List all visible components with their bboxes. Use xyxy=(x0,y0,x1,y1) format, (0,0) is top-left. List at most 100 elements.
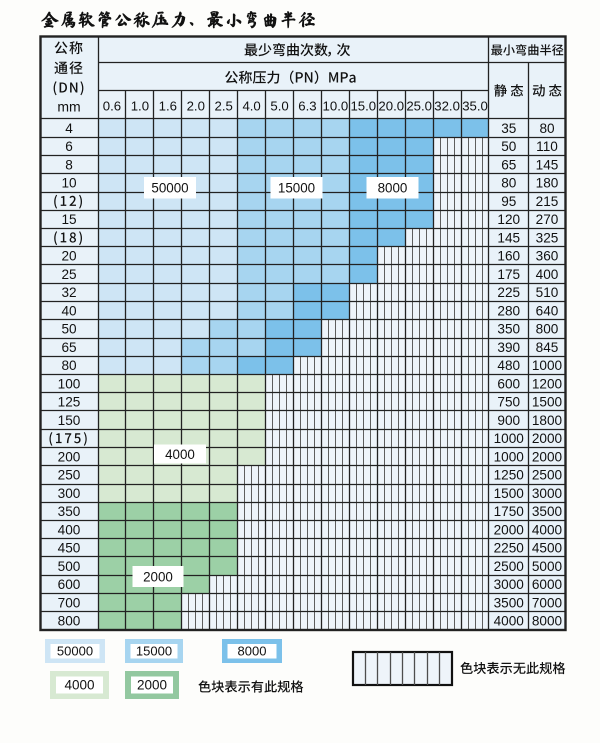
svg-text:8: 8 xyxy=(65,157,73,172)
svg-text:95: 95 xyxy=(501,194,516,209)
svg-text:50: 50 xyxy=(61,322,77,337)
svg-text:25: 25 xyxy=(61,267,76,282)
svg-text:35.0: 35.0 xyxy=(462,98,488,113)
svg-text:65: 65 xyxy=(501,157,516,172)
svg-text:4000: 4000 xyxy=(165,447,195,462)
svg-text:4: 4 xyxy=(65,121,73,136)
svg-text:50000: 50000 xyxy=(151,181,188,196)
svg-text:4000: 4000 xyxy=(494,614,525,629)
svg-text:510: 510 xyxy=(536,285,559,300)
svg-text:15: 15 xyxy=(61,212,76,227)
svg-text:1250: 1250 xyxy=(494,468,525,483)
svg-text:2000: 2000 xyxy=(532,449,563,464)
svg-text:7000: 7000 xyxy=(532,595,563,610)
svg-text:125: 125 xyxy=(58,395,81,410)
svg-text:3000: 3000 xyxy=(532,486,563,501)
svg-text:2500: 2500 xyxy=(494,559,525,574)
svg-text:400: 400 xyxy=(536,267,559,282)
svg-text:10.0: 10.0 xyxy=(323,98,349,113)
svg-text:40: 40 xyxy=(61,303,77,318)
svg-text:2.0: 2.0 xyxy=(187,98,205,113)
svg-text:1000: 1000 xyxy=(494,449,525,464)
svg-text:2000: 2000 xyxy=(532,431,563,446)
svg-text:350: 350 xyxy=(497,322,520,337)
svg-text:700: 700 xyxy=(58,595,81,610)
svg-text:150: 150 xyxy=(58,413,81,428)
svg-text:32.0: 32.0 xyxy=(434,98,460,113)
svg-text:1.0: 1.0 xyxy=(131,98,149,113)
svg-text:4000: 4000 xyxy=(64,678,94,693)
svg-text:225: 225 xyxy=(497,285,520,300)
svg-text:1200: 1200 xyxy=(532,376,563,391)
svg-text:6: 6 xyxy=(65,139,73,154)
svg-text:65: 65 xyxy=(61,340,76,355)
svg-text:8000: 8000 xyxy=(532,614,563,629)
svg-text:2000: 2000 xyxy=(494,522,525,537)
svg-text:20: 20 xyxy=(61,249,77,264)
svg-text:600: 600 xyxy=(497,376,520,391)
svg-text:200: 200 xyxy=(58,449,81,464)
svg-text:120: 120 xyxy=(497,212,520,227)
svg-text:1000: 1000 xyxy=(532,358,563,373)
svg-text:80: 80 xyxy=(539,121,555,136)
svg-text:2250: 2250 xyxy=(494,541,525,556)
svg-text:8000: 8000 xyxy=(378,181,408,196)
svg-text:1500: 1500 xyxy=(532,395,563,410)
svg-text:215: 215 xyxy=(536,194,559,209)
svg-text:900: 900 xyxy=(497,413,520,428)
svg-text:270: 270 xyxy=(536,212,559,227)
svg-text:180: 180 xyxy=(536,176,559,191)
svg-text:390: 390 xyxy=(497,340,520,355)
svg-text:6.3: 6.3 xyxy=(298,98,316,113)
svg-text:6000: 6000 xyxy=(532,577,563,592)
svg-text:250: 250 xyxy=(58,468,81,483)
svg-text:50000: 50000 xyxy=(57,644,93,659)
svg-text:15000: 15000 xyxy=(278,181,315,196)
svg-text:5.0: 5.0 xyxy=(270,98,288,113)
svg-text:10: 10 xyxy=(61,176,77,191)
svg-text:2500: 2500 xyxy=(532,468,563,483)
svg-text:280: 280 xyxy=(497,303,520,318)
svg-text:600: 600 xyxy=(58,577,81,592)
svg-text:1.6: 1.6 xyxy=(159,98,177,113)
svg-text:145: 145 xyxy=(536,157,559,172)
svg-text:500: 500 xyxy=(58,559,81,574)
svg-text:845: 845 xyxy=(536,340,559,355)
svg-text:20.0: 20.0 xyxy=(378,98,404,113)
svg-text:750: 750 xyxy=(497,395,520,410)
svg-text:5000: 5000 xyxy=(532,559,563,574)
svg-text:3500: 3500 xyxy=(494,595,525,610)
svg-text:640: 640 xyxy=(536,303,559,318)
svg-text:3000: 3000 xyxy=(494,577,525,592)
svg-text:1750: 1750 xyxy=(494,504,525,519)
svg-text:2000: 2000 xyxy=(137,678,167,693)
svg-text:175: 175 xyxy=(497,267,520,282)
svg-text:1800: 1800 xyxy=(532,413,563,428)
svg-text:100: 100 xyxy=(58,376,81,391)
svg-text:32: 32 xyxy=(61,285,76,300)
svg-text:350: 350 xyxy=(58,504,81,519)
svg-text:480: 480 xyxy=(497,358,520,373)
svg-text:15.0: 15.0 xyxy=(350,98,376,113)
svg-text:800: 800 xyxy=(536,322,559,337)
svg-text:15000: 15000 xyxy=(136,644,172,659)
svg-text:3500: 3500 xyxy=(532,504,563,519)
svg-text:mm: mm xyxy=(57,99,80,115)
svg-text:80: 80 xyxy=(61,358,77,373)
svg-text:800: 800 xyxy=(58,614,81,629)
svg-text:2.5: 2.5 xyxy=(215,98,233,113)
svg-text:360: 360 xyxy=(536,249,559,264)
svg-text:4500: 4500 xyxy=(532,541,563,556)
svg-text:300: 300 xyxy=(58,486,81,501)
svg-text:4000: 4000 xyxy=(532,522,563,537)
svg-text:400: 400 xyxy=(58,522,81,537)
svg-text:145: 145 xyxy=(497,230,520,245)
svg-text:80: 80 xyxy=(501,176,517,191)
svg-text:160: 160 xyxy=(497,249,520,264)
svg-text:110: 110 xyxy=(536,139,558,154)
svg-text:2000: 2000 xyxy=(143,569,173,584)
svg-text:25.0: 25.0 xyxy=(406,98,432,113)
svg-text:50: 50 xyxy=(501,139,517,154)
svg-text:1500: 1500 xyxy=(494,486,525,501)
svg-text:450: 450 xyxy=(58,541,81,556)
